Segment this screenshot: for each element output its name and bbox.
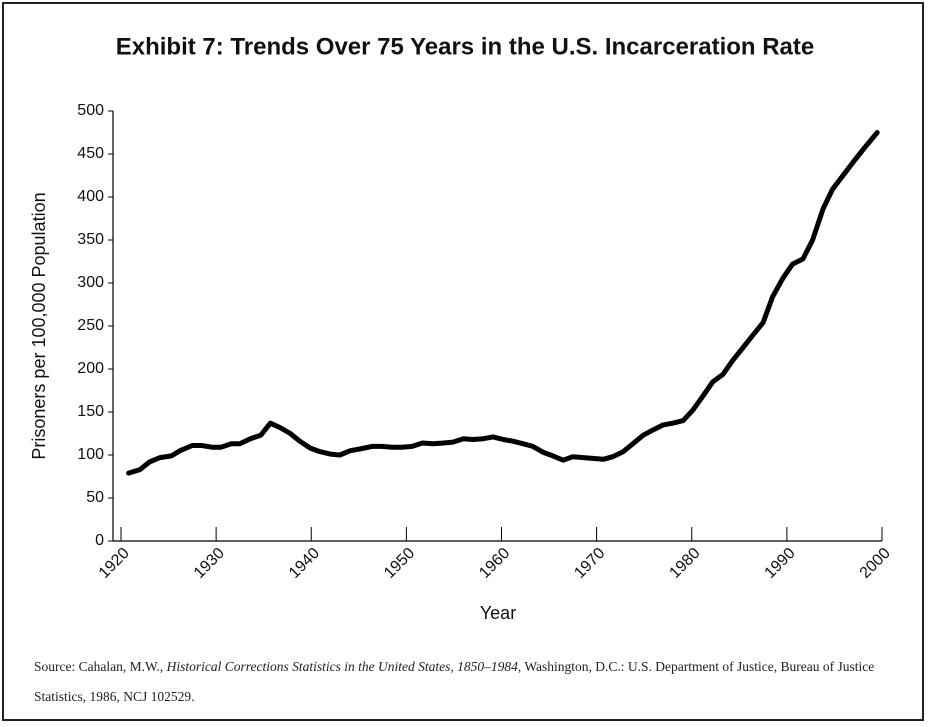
y-tick-label: 0 (95, 532, 104, 549)
y-tick-label: 500 (77, 102, 104, 119)
y-tick-label: 100 (77, 446, 104, 463)
y-tick-label: 400 (77, 188, 104, 205)
y-tick-label: 200 (77, 360, 104, 377)
x-tick-label: 1970 (571, 545, 608, 582)
x-tick-label: 1920 (96, 545, 133, 582)
y-tick-label: 50 (86, 489, 104, 506)
source-title: Historical Corrections Statistics in the… (166, 659, 518, 674)
y-tick-label: 150 (77, 403, 104, 420)
source-prefix: Source: Cahalan, M.W., (34, 659, 167, 674)
x-tick-label: 1960 (476, 545, 513, 582)
x-tick-label: 1950 (381, 545, 418, 582)
source-suffix: , Washington, D.C.: U.S. Department of J… (34, 659, 875, 704)
data-line (126, 130, 880, 476)
x-tick-label: 1980 (666, 545, 703, 582)
y-axis-title: Prisoners per 100,000 Population (29, 192, 49, 459)
source-note: Source: Cahalan, M.W., Historical Correc… (34, 652, 914, 712)
x-axis-title: Year (480, 603, 516, 623)
y-tick-label: 250 (77, 317, 104, 334)
x-tick-label: 1990 (761, 545, 798, 582)
x-tick-label: 1940 (286, 545, 323, 582)
y-tick-label: 300 (77, 274, 104, 291)
x-tick-label: 1930 (191, 545, 228, 582)
x-tick-label: 2000 (857, 545, 894, 582)
y-tick-label: 350 (77, 231, 104, 248)
y-tick-label: 450 (77, 145, 104, 162)
chart-title: Exhibit 7: Trends Over 75 Years in the U… (116, 33, 815, 60)
